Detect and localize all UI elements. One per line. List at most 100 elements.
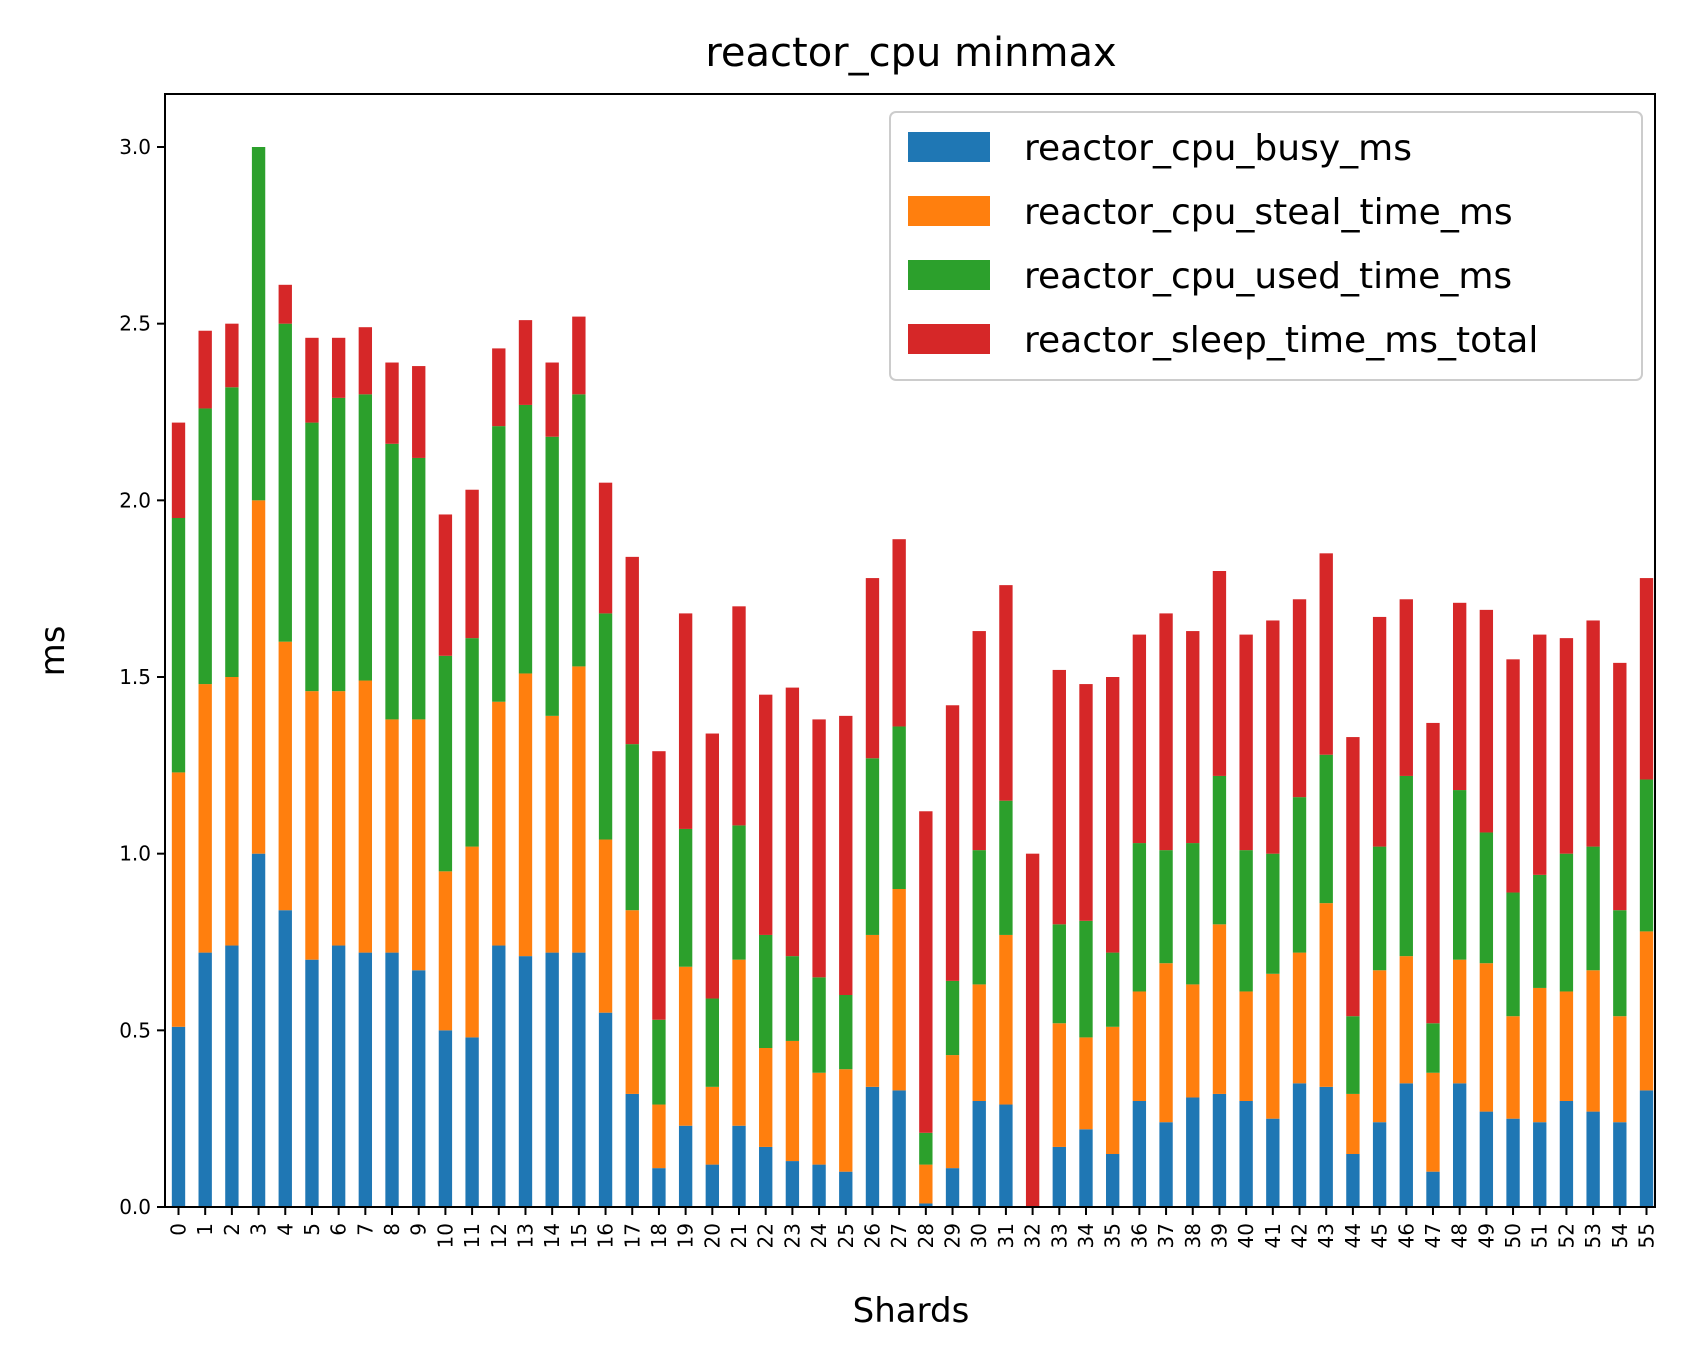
- bar-segment-reactor_sleep_time_ms_total-shard-19: [678, 613, 693, 829]
- bar-segment-reactor_sleep_time_ms_total-shard-37: [1159, 613, 1173, 851]
- bar-segment-reactor_cpu_steal_time_ms-shard-40: [1239, 991, 1253, 1101]
- bar-segment-reactor_sleep_time_ms_total-shard-0: [171, 422, 186, 518]
- x-axis-label: Shards: [853, 1291, 970, 1331]
- bar-segment-reactor_cpu_steal_time_ms-shard-18: [652, 1104, 666, 1169]
- plot-area-frame: [164, 93, 1656, 1208]
- x-tick-label: 9: [407, 1223, 431, 1236]
- y-tick-label: 1.5: [119, 665, 151, 689]
- bar-segment-reactor_cpu_used_time_ms-shard-30: [972, 850, 986, 985]
- bar-segment-reactor_sleep_time_ms_total-shard-47: [1426, 722, 1440, 1024]
- x-tick-label: 22: [754, 1223, 778, 1248]
- bar-segment-reactor_cpu_steal_time_ms-shard-49: [1479, 963, 1494, 1112]
- bar-segment-reactor_cpu_used_time_ms-shard-5: [305, 422, 319, 692]
- bar-segment-reactor_cpu_used_time_ms-shard-14: [545, 436, 559, 716]
- bar-segment-reactor_cpu_used_time_ms-shard-41: [1266, 853, 1280, 974]
- x-tick-label: 26: [860, 1223, 884, 1248]
- x-tick-label: 41: [1261, 1223, 1285, 1248]
- bar-segment-reactor_cpu_busy_ms-shard-39: [1212, 1093, 1227, 1207]
- x-tick-label: 37: [1154, 1223, 1178, 1248]
- bar-segment-reactor_cpu_busy_ms-shard-17: [625, 1093, 639, 1207]
- bar-segment-reactor_cpu_steal_time_ms-shard-9: [412, 719, 426, 971]
- bar-segment-reactor_cpu_used_time_ms-shard-31: [999, 800, 1013, 935]
- bar-segment-reactor_cpu_busy_ms-shard-13: [518, 956, 533, 1207]
- bar-segment-reactor_sleep_time_ms_total-shard-49: [1479, 609, 1494, 833]
- bar-segment-reactor_cpu_steal_time_ms-shard-37: [1159, 963, 1173, 1123]
- bar-segment-reactor_sleep_time_ms_total-shard-9: [412, 366, 426, 458]
- x-tick-label: 29: [941, 1223, 965, 1248]
- bar-segment-reactor_cpu_used_time_ms-shard-9: [412, 457, 426, 720]
- x-tick-label: 13: [513, 1223, 537, 1248]
- y-tick-label: 0.5: [119, 1018, 151, 1042]
- x-tick-label: 35: [1101, 1223, 1125, 1248]
- bar-segment-reactor_cpu_steal_time_ms-shard-16: [598, 839, 613, 1013]
- x-tick-label: 54: [1608, 1223, 1632, 1248]
- bar-segment-reactor_sleep_time_ms_total-shard-8: [385, 362, 399, 444]
- legend-swatch-reactor_cpu_busy_ms: [908, 132, 990, 162]
- bar-segment-reactor_cpu_busy_ms-shard-51: [1533, 1122, 1547, 1207]
- bar-segment-reactor_cpu_busy_ms-shard-36: [1132, 1101, 1147, 1207]
- bar-segment-reactor_cpu_used_time_ms-shard-24: [812, 977, 826, 1073]
- bar-segment-reactor_sleep_time_ms_total-shard-50: [1506, 659, 1520, 893]
- bar-segment-reactor_cpu_steal_time_ms-shard-15: [572, 666, 586, 953]
- bar-segment-reactor_cpu_busy_ms-shard-46: [1399, 1083, 1413, 1207]
- legend-swatch-reactor_sleep_time_ms_total: [908, 324, 990, 354]
- bar-segment-reactor_cpu_steal_time_ms-shard-34: [1079, 1037, 1093, 1130]
- bar-segment-reactor_cpu_steal_time_ms-shard-7: [358, 680, 373, 953]
- bar-segment-reactor_cpu_used_time_ms-shard-22: [759, 934, 773, 1048]
- bar-segment-reactor_sleep_time_ms_total-shard-53: [1586, 620, 1600, 847]
- x-tick-label: 1: [193, 1223, 217, 1236]
- x-tick-label: 47: [1421, 1223, 1445, 1248]
- bar-segment-reactor_cpu_steal_time_ms-shard-29: [945, 1055, 960, 1169]
- bar-segment-reactor_cpu_busy_ms-shard-49: [1479, 1111, 1494, 1207]
- x-tick-label: 5: [300, 1223, 324, 1236]
- bar-segment-reactor_cpu_steal_time_ms-shard-1: [198, 684, 212, 953]
- bar-segment-reactor_sleep_time_ms_total-shard-51: [1533, 634, 1547, 875]
- bar-segment-reactor_cpu_steal_time_ms-shard-43: [1319, 903, 1333, 1087]
- bar-segment-reactor_cpu_used_time_ms-shard-16: [598, 613, 613, 840]
- bar-segment-reactor_cpu_busy_ms-shard-45: [1372, 1122, 1387, 1207]
- bar-segment-reactor_sleep_time_ms_total-shard-2: [225, 323, 239, 388]
- x-tick-label: 7: [353, 1223, 377, 1236]
- bar-segment-reactor_cpu_used_time_ms-shard-10: [438, 655, 453, 872]
- bar-segment-reactor_sleep_time_ms_total-shard-15: [572, 316, 586, 395]
- bar-segment-reactor_sleep_time_ms_total-shard-25: [839, 715, 853, 995]
- bar-segment-reactor_cpu_used_time_ms-shard-40: [1239, 850, 1253, 992]
- bar-segment-reactor_sleep_time_ms_total-shard-31: [999, 585, 1013, 801]
- x-tick-label: 44: [1341, 1223, 1365, 1248]
- bar-segment-reactor_cpu_busy_ms-shard-24: [812, 1164, 826, 1207]
- x-tick-label: 23: [780, 1223, 804, 1248]
- bar-segment-reactor_sleep_time_ms_total-shard-14: [545, 362, 559, 437]
- bar-segment-reactor_cpu_busy_ms-shard-38: [1186, 1097, 1200, 1207]
- x-tick-label: 24: [807, 1223, 831, 1248]
- bar-segment-reactor_cpu_busy_ms-shard-10: [438, 1030, 453, 1207]
- bar-segment-reactor_cpu_busy_ms-shard-47: [1426, 1171, 1440, 1207]
- legend-label-reactor_cpu_steal_time_ms: reactor_cpu_steal_time_ms: [1024, 192, 1513, 233]
- legend-swatch-reactor_cpu_steal_time_ms: [908, 196, 990, 226]
- x-tick-label: 31: [994, 1223, 1018, 1248]
- bar-segment-reactor_cpu_used_time_ms-shard-52: [1559, 853, 1574, 992]
- bar-segment-reactor_sleep_time_ms_total-shard-4: [278, 284, 292, 324]
- bar-segment-reactor_cpu_busy_ms-shard-30: [972, 1101, 986, 1207]
- bar-segment-reactor_cpu_steal_time_ms-shard-25: [839, 1069, 853, 1172]
- bar-segment-reactor_cpu_used_time_ms-shard-13: [518, 404, 533, 674]
- bar-segment-reactor_cpu_busy_ms-shard-33: [1052, 1146, 1066, 1207]
- bar-segment-reactor_cpu_used_time_ms-shard-1: [198, 408, 212, 685]
- bar-segment-reactor_cpu_busy_ms-shard-43: [1319, 1086, 1333, 1207]
- bar-segment-reactor_cpu_busy_ms-shard-6: [331, 945, 346, 1207]
- x-tick-label: 15: [567, 1223, 591, 1248]
- bar-segment-reactor_sleep_time_ms_total-shard-22: [759, 694, 773, 935]
- bar-segment-reactor_cpu_used_time_ms-shard-11: [465, 638, 479, 847]
- x-tick-label: 50: [1501, 1223, 1525, 1248]
- bar-segment-reactor_sleep_time_ms_total-shard-7: [358, 327, 373, 395]
- bar-segment-reactor_cpu_steal_time_ms-shard-46: [1399, 956, 1413, 1084]
- y-tick-label: 2.5: [119, 312, 151, 336]
- bar-segment-reactor_cpu_steal_time_ms-shard-22: [759, 1048, 773, 1147]
- chart-title: reactor_cpu minmax: [705, 30, 1116, 76]
- bar-segment-reactor_cpu_steal_time_ms-shard-8: [385, 719, 399, 953]
- bar-segment-reactor_cpu_busy_ms-shard-21: [732, 1125, 746, 1207]
- bar-segment-reactor_cpu_used_time_ms-shard-3: [251, 147, 266, 501]
- bar-segment-reactor_sleep_time_ms_total-shard-12: [492, 348, 506, 427]
- bar-segment-reactor_sleep_time_ms_total-shard-45: [1372, 616, 1387, 847]
- bar-segment-reactor_sleep_time_ms_total-shard-13: [518, 320, 533, 405]
